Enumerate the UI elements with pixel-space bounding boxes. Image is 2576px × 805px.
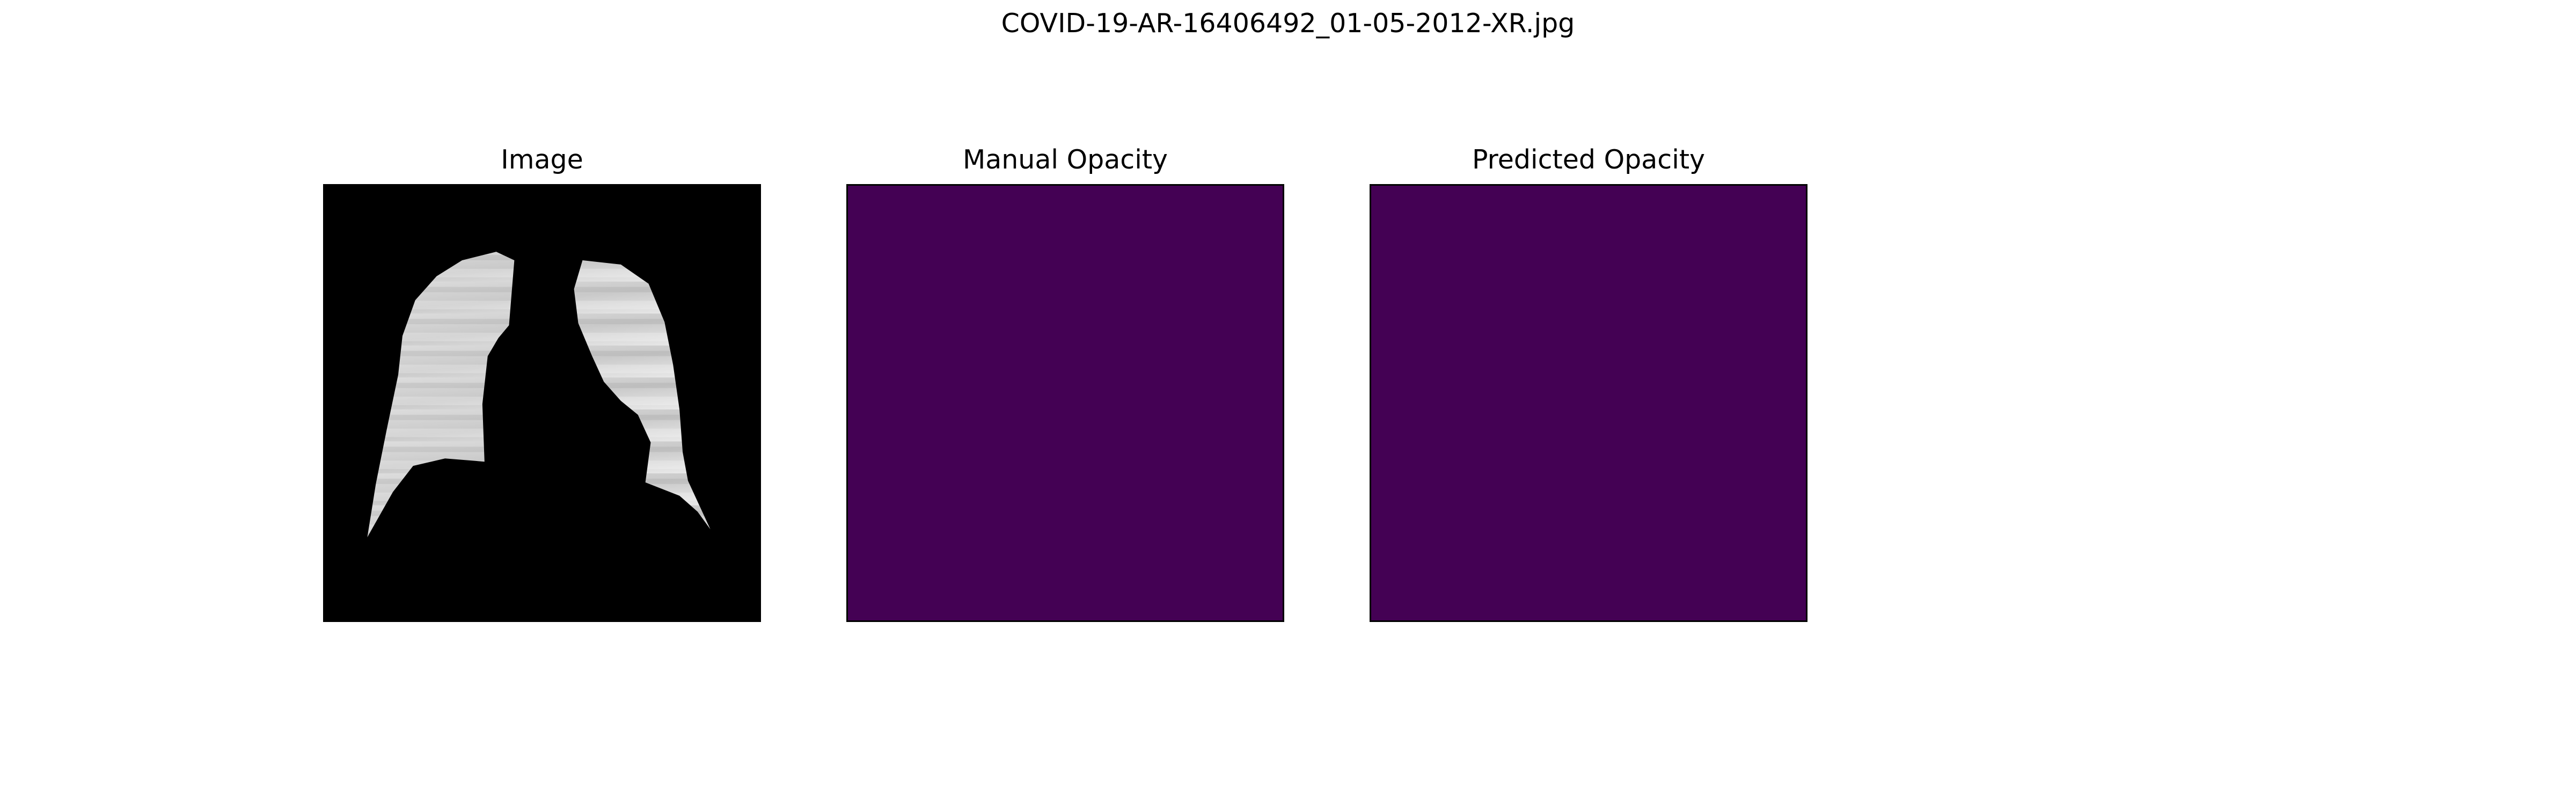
manual-opacity-mask bbox=[848, 186, 1283, 620]
manual-opacity-panel-title: Manual Opacity bbox=[962, 144, 1168, 175]
right-lung-shape bbox=[574, 260, 711, 530]
masked-lung-xray-image bbox=[325, 186, 759, 620]
predicted-opacity-panel-title: Predicted Opacity bbox=[1472, 144, 1706, 175]
image-panel-title: Image bbox=[501, 144, 583, 175]
left-lung-shape bbox=[367, 252, 515, 538]
manual-opacity-panel bbox=[846, 184, 1284, 622]
figure-title: COVID-19-AR-16406492_01-05-2012-XR.jpg bbox=[1001, 8, 1575, 39]
image-panel bbox=[323, 184, 761, 622]
predicted-opacity-mask bbox=[1371, 186, 1806, 620]
predicted-opacity-panel bbox=[1370, 184, 1807, 622]
